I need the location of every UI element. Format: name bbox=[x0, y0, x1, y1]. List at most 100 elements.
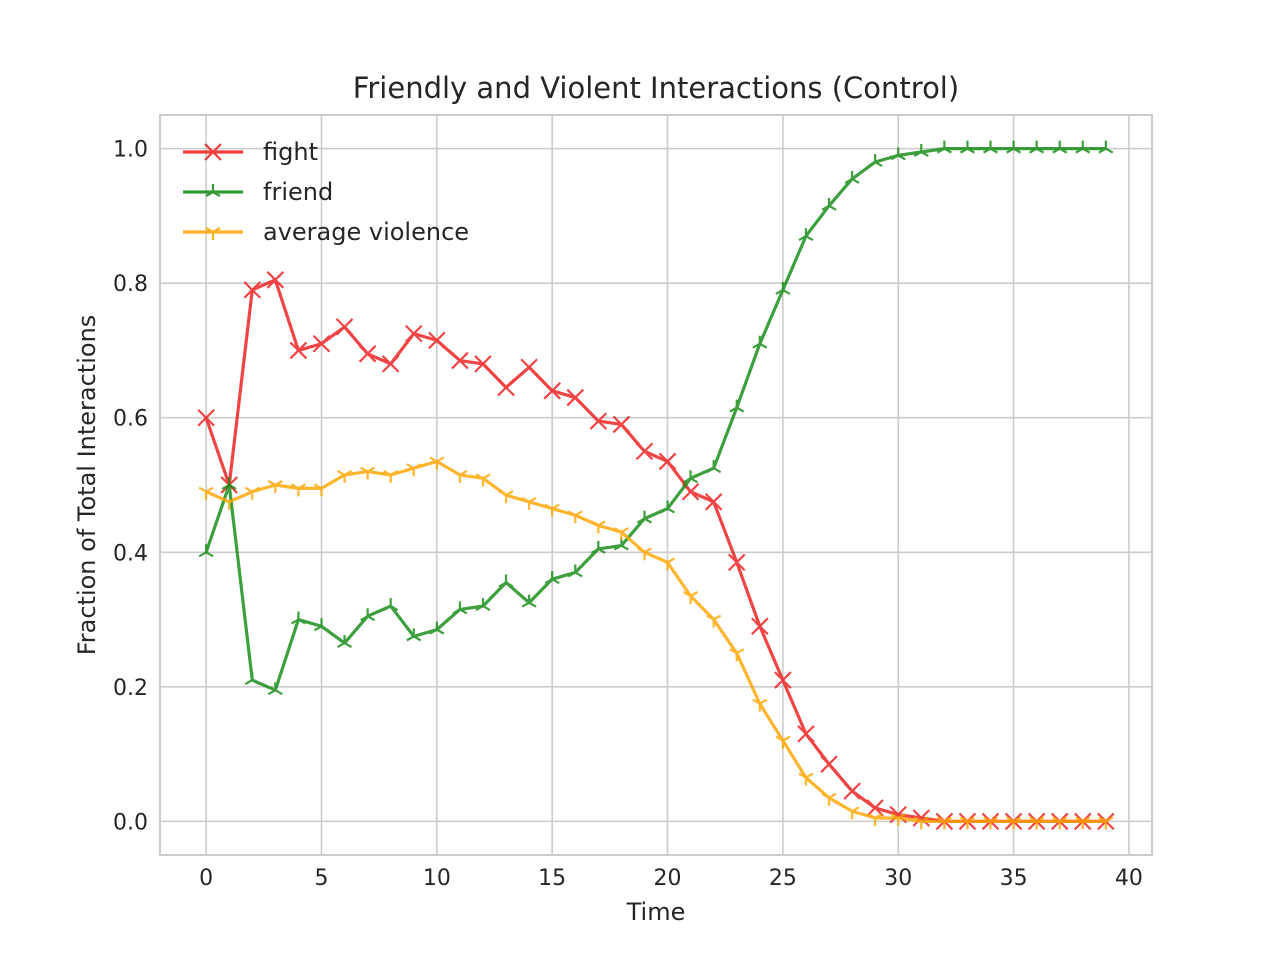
data-point-friend bbox=[544, 571, 560, 585]
data-point-fight bbox=[751, 617, 769, 636]
data-point-average-violence bbox=[198, 486, 214, 500]
data-point-average-violence bbox=[752, 698, 768, 712]
data-point-friend bbox=[198, 544, 214, 558]
data-point-average-violence bbox=[337, 469, 353, 483]
data-point-friend bbox=[475, 598, 491, 612]
data-point-fight bbox=[497, 378, 515, 397]
legend-entry-average-violence bbox=[183, 227, 243, 240]
data-point-fight bbox=[635, 442, 654, 461]
data-point-friend bbox=[267, 682, 283, 696]
data-point-average-violence bbox=[544, 503, 560, 517]
x-tick-label: 30 bbox=[884, 866, 912, 891]
data-point-average-violence bbox=[244, 486, 260, 500]
data-point-friend bbox=[660, 500, 676, 514]
plot-frame bbox=[159, 114, 1153, 856]
data-point-friend bbox=[752, 335, 768, 349]
legend-label: fight bbox=[263, 138, 318, 166]
data-point-friend bbox=[867, 154, 883, 168]
data-point-friend bbox=[798, 228, 814, 242]
y-tick-label: 0.2 bbox=[113, 676, 148, 701]
data-point-friend bbox=[1006, 140, 1022, 154]
data-point-fight bbox=[843, 782, 861, 800]
data-point-average-violence bbox=[221, 496, 237, 510]
data-point-friend bbox=[936, 140, 952, 154]
data-point-friend bbox=[890, 147, 906, 161]
data-point-fight bbox=[404, 324, 423, 343]
data-point-friend bbox=[913, 144, 929, 157]
legend-marker bbox=[204, 143, 222, 161]
data-point-fight bbox=[451, 351, 469, 370]
data-point-friend bbox=[706, 460, 722, 474]
data-point-fight bbox=[266, 271, 285, 289]
data-point-fight bbox=[820, 755, 838, 773]
data-point-average-violence bbox=[959, 816, 975, 830]
data-point-average-violence bbox=[313, 483, 329, 497]
data-point-average-violence bbox=[1098, 816, 1114, 830]
x-axis-label: Time bbox=[626, 898, 686, 926]
data-point-friend bbox=[452, 601, 468, 615]
data-point-fight bbox=[335, 318, 354, 336]
data-point-average-violence bbox=[267, 480, 283, 493]
x-tick-label: 15 bbox=[538, 866, 566, 891]
data-point-fight bbox=[543, 382, 561, 400]
series-average-violence bbox=[198, 456, 1114, 830]
data-point-fight bbox=[520, 358, 538, 377]
data-point-average-violence bbox=[844, 806, 860, 820]
data-point-fight bbox=[566, 388, 585, 407]
data-point-fight bbox=[912, 809, 931, 827]
legend-label: friend bbox=[263, 178, 333, 206]
data-point-average-violence bbox=[429, 456, 445, 470]
x-tick-label: 40 bbox=[1115, 866, 1143, 891]
data-point-friend bbox=[590, 540, 606, 554]
data-point-fight bbox=[589, 412, 608, 430]
data-point-friend bbox=[683, 470, 699, 484]
data-point-friend bbox=[498, 574, 514, 588]
data-point-friend bbox=[1098, 140, 1114, 154]
x-tick-label: 10 bbox=[423, 866, 451, 891]
data-point-friend bbox=[1029, 140, 1045, 154]
data-point-average-violence bbox=[913, 816, 929, 830]
data-point-friend bbox=[636, 510, 652, 524]
x-tick-label: 5 bbox=[314, 866, 328, 891]
series-line-average-violence bbox=[205, 459, 1106, 823]
legend-entry-friend bbox=[183, 184, 243, 197]
data-point-average-violence bbox=[521, 496, 537, 510]
data-point-fight bbox=[428, 331, 446, 350]
data-point-average-violence bbox=[936, 816, 952, 830]
data-point-friend bbox=[521, 594, 537, 608]
data-point-friend bbox=[959, 140, 975, 154]
data-point-average-violence bbox=[821, 792, 837, 806]
data-point-average-violence bbox=[729, 648, 745, 662]
data-point-average-violence bbox=[290, 483, 306, 497]
data-point-average-violence bbox=[867, 813, 883, 826]
data-point-fight bbox=[797, 725, 815, 743]
data-point-fight bbox=[727, 553, 746, 572]
data-point-fight bbox=[866, 799, 884, 817]
data-point-average-violence bbox=[498, 490, 514, 504]
data-point-fight bbox=[658, 452, 677, 471]
data-point-friend bbox=[244, 672, 260, 686]
y-tick-label: 0.0 bbox=[113, 810, 148, 835]
legend-entry-fight bbox=[183, 143, 243, 161]
x-tick-label: 25 bbox=[769, 866, 797, 891]
data-point-friend bbox=[290, 611, 306, 625]
data-point-fight bbox=[774, 671, 792, 689]
data-point-average-violence bbox=[567, 510, 583, 524]
data-point-average-violence bbox=[613, 527, 629, 541]
series-line-friend bbox=[204, 147, 1106, 692]
data-point-friend bbox=[337, 635, 353, 649]
data-point-friend bbox=[567, 564, 583, 578]
legend-label: average violence bbox=[263, 218, 469, 246]
data-point-average-violence bbox=[1006, 816, 1022, 830]
y-tick-label: 1.0 bbox=[113, 138, 148, 163]
series-layer bbox=[197, 140, 1115, 831]
data-point-friend bbox=[729, 399, 745, 413]
data-point-average-violence bbox=[983, 816, 999, 830]
data-point-average-violence bbox=[1052, 816, 1068, 830]
data-point-friend bbox=[360, 608, 376, 622]
data-point-average-violence bbox=[798, 772, 814, 786]
tick-labels: 0 5 10 15 20 25 30 35 40 0.0 0.2 0.4 0.6 0.8 1.0 bbox=[113, 138, 1143, 891]
x-tick-label: 20 bbox=[654, 866, 682, 891]
